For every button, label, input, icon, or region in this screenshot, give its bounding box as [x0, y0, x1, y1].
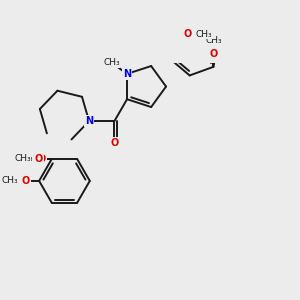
Text: O: O	[22, 176, 30, 186]
Text: CH₃: CH₃	[205, 36, 222, 45]
Text: CH₃: CH₃	[16, 154, 33, 164]
Text: CH₃: CH₃	[196, 30, 212, 39]
Text: CH₃: CH₃	[103, 58, 120, 67]
Text: O: O	[34, 154, 43, 164]
Text: N: N	[85, 116, 93, 126]
Text: O: O	[110, 138, 118, 148]
Text: CH₃: CH₃	[2, 176, 18, 185]
Text: O: O	[209, 49, 217, 58]
Text: O: O	[184, 29, 192, 39]
Text: N: N	[123, 69, 131, 79]
Text: CH₃: CH₃	[14, 154, 31, 164]
Text: O: O	[38, 154, 46, 164]
